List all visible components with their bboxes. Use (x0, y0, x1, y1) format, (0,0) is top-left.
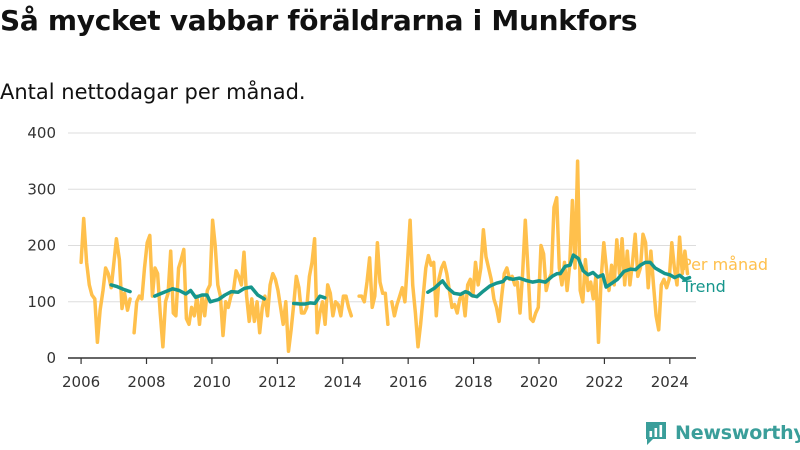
chart-subtitle: Antal nettodagar per månad. (0, 80, 306, 104)
x-tick-label: 2010 (193, 373, 231, 391)
y-tick-label: 200 (27, 237, 56, 255)
y-tick-label: 400 (27, 124, 56, 142)
trend-series-line (426, 253, 692, 299)
y-tick-label: 100 (27, 293, 56, 311)
y-tick-label: 0 (46, 349, 56, 367)
x-tick-label: 2024 (651, 373, 689, 391)
x-tick-label: 2022 (585, 373, 623, 391)
x-tick-label: 2006 (62, 373, 100, 391)
y-tick-label: 300 (27, 180, 56, 198)
brand-name: Newsworthy (675, 422, 800, 444)
chart-title: Så mycket vabbar föräldrarna i Munkfors (0, 4, 638, 37)
x-tick-label: 2012 (258, 373, 296, 391)
trend-series-line (152, 285, 266, 304)
monthly-series-line (390, 159, 690, 349)
x-tick-label: 2008 (127, 373, 165, 391)
monthly-series-line (132, 218, 354, 354)
monthly-series-line (357, 240, 390, 327)
x-tick-label: 2016 (389, 373, 427, 391)
trend-series-line (109, 283, 132, 294)
brand-logo: Newsworthy (644, 420, 800, 446)
x-tick-label: 2018 (454, 373, 492, 391)
trend-series-line (291, 294, 327, 306)
newsworthy-logo-icon (646, 422, 666, 445)
x-tick-label: 2020 (520, 373, 558, 391)
x-tick-label: 2014 (324, 373, 362, 391)
legend-label: Per månad (682, 255, 768, 274)
monthly-series-line (79, 216, 132, 345)
legend-label: Trend (681, 277, 726, 296)
